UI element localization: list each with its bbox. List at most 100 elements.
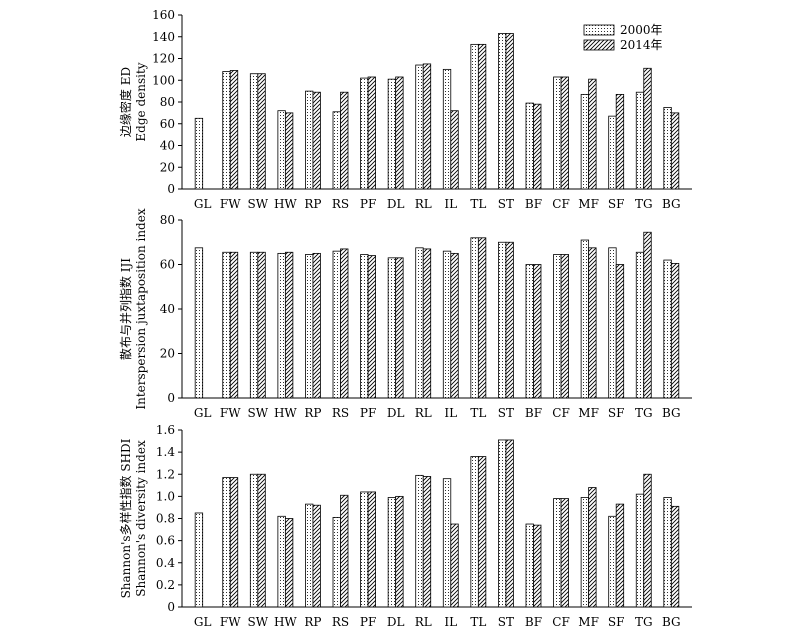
x-tick-label: BG [662, 615, 681, 629]
x-tick-label: RS [332, 197, 349, 211]
x-tick-label: GL [194, 406, 212, 420]
x-tick-label: RP [304, 615, 321, 629]
y-tick-label: 0 [167, 182, 175, 196]
bar-tg-series-2 [643, 473, 652, 608]
x-tick-label: CF [552, 406, 570, 420]
bar-tg-series-1 [635, 251, 645, 399]
x-tick-label: DL [387, 615, 405, 629]
bar-tl-series-2 [477, 237, 487, 399]
bar-bg-series-2 [670, 262, 680, 399]
y-tick-label: 1.4 [156, 445, 175, 459]
bar-bf-series-1 [525, 264, 534, 399]
bar-bf-series-1 [525, 102, 534, 190]
x-tick-label: RL [415, 197, 432, 211]
bar-bf-series-2 [533, 524, 542, 608]
y-tick-label: 0.4 [156, 556, 175, 570]
bar-pf-series-1 [360, 77, 369, 190]
y-tick-label: 0.6 [156, 534, 175, 548]
y-tick-label: 40 [160, 302, 175, 316]
bar-bg-series-2 [670, 112, 680, 190]
x-tick-label: GL [194, 615, 212, 629]
x-tick-label: RL [415, 615, 432, 629]
y-tick-label: 60 [160, 258, 175, 272]
y-tick-label: 0 [167, 391, 175, 405]
x-tick-label: BG [662, 406, 681, 420]
x-tick-label: SW [248, 406, 269, 420]
y-axis-title: Shannon's多样性指数 SHDI [118, 438, 133, 598]
bar-bf-series-1 [525, 523, 534, 608]
bar-hw-series-2 [284, 251, 294, 399]
bar-gl-series-1 [194, 247, 204, 399]
bar-sf-series-1 [608, 247, 617, 399]
chart-panel-1: 0 20 40 60 80 100 120 140 160 GL FW SW HW RP RS PF DL RL I… [118, 8, 692, 211]
bar-fw-series-2 [229, 477, 239, 608]
bar-sw-series-2 [257, 473, 266, 608]
y-tick-label: 80 [160, 213, 175, 227]
x-tick-label: TG [635, 615, 653, 629]
bar-il-series-1 [442, 478, 452, 608]
bar-pf-series-2 [367, 255, 376, 399]
x-tick-label: RP [304, 197, 321, 211]
x-tick-label: SF [608, 615, 625, 629]
bar-mf-series-1 [580, 93, 590, 190]
x-tick-label: BF [525, 615, 542, 629]
x-tick-label: GL [194, 197, 212, 211]
bar-dl-series-2 [395, 76, 404, 190]
bar-rp-series-1 [305, 254, 314, 399]
x-tick-label: SF [608, 406, 625, 420]
x-tick-label: TG [635, 197, 653, 211]
bar-dl-series-2 [395, 257, 404, 399]
x-tick-label: ST [498, 197, 514, 211]
bar-rs-series-1 [332, 111, 341, 190]
bar-pf-series-2 [367, 76, 376, 190]
bar-rl-series-1 [415, 64, 424, 190]
bar-st-series-2 [505, 241, 514, 399]
x-tick-label: CF [552, 615, 570, 629]
y-tick-label: 0.8 [156, 512, 175, 526]
bar-sw-series-2 [257, 251, 266, 399]
y-tick-label: 120 [152, 52, 175, 66]
x-tick-label: DL [387, 197, 405, 211]
bar-sw-series-2 [257, 73, 266, 190]
bar-bg-series-1 [663, 259, 672, 399]
x-tick-label: PF [360, 615, 376, 629]
x-tick-label: IL [444, 197, 457, 211]
bar-sf-series-1 [608, 115, 617, 190]
bar-rp-series-2 [312, 252, 321, 399]
x-tick-label: IL [444, 406, 457, 420]
x-tick-label: PF [360, 197, 376, 211]
bar-mf-series-2 [588, 247, 597, 399]
x-tick-label: HW [274, 615, 297, 629]
bar-hw-series-1 [277, 252, 286, 399]
bar-st-series-1 [498, 33, 507, 190]
x-tick-label: RS [332, 406, 349, 420]
bar-pf-series-2 [367, 491, 376, 608]
bar-cf-series-1 [553, 76, 562, 190]
bar-bf-series-2 [533, 103, 542, 190]
bar-il-series-2 [450, 523, 459, 608]
x-tick-label: TL [470, 406, 486, 420]
y-tick-label: 100 [152, 73, 175, 87]
bar-st-series-2 [505, 439, 514, 608]
bar-sw-series-1 [249, 73, 259, 190]
bar-tg-series-2 [643, 231, 652, 399]
x-tick-label: HW [274, 406, 297, 420]
bar-tl-series-1 [470, 456, 479, 608]
bar-rl-series-2 [422, 476, 432, 608]
bar-hw-series-2 [284, 518, 294, 608]
bar-cf-series-2 [560, 254, 569, 399]
y-tick-label: 80 [160, 95, 175, 109]
bar-tl-series-2 [477, 43, 487, 190]
x-tick-label: TL [470, 197, 486, 211]
legend-swatch-1 [583, 24, 615, 36]
bar-fw-series-2 [229, 70, 239, 190]
bar-il-series-1 [442, 250, 452, 399]
x-tick-label: MF [578, 615, 599, 629]
bar-pf-series-1 [360, 254, 369, 399]
bar-rl-series-1 [415, 474, 424, 608]
x-tick-label: SW [248, 615, 269, 629]
chart-panel-2: 0 20 40 60 80 GL FW SW HW RP RS PF DL RL IL TL ST BF CF MF S… [118, 208, 692, 420]
x-tick-label: CF [552, 197, 570, 211]
x-tick-label: RS [332, 615, 349, 629]
